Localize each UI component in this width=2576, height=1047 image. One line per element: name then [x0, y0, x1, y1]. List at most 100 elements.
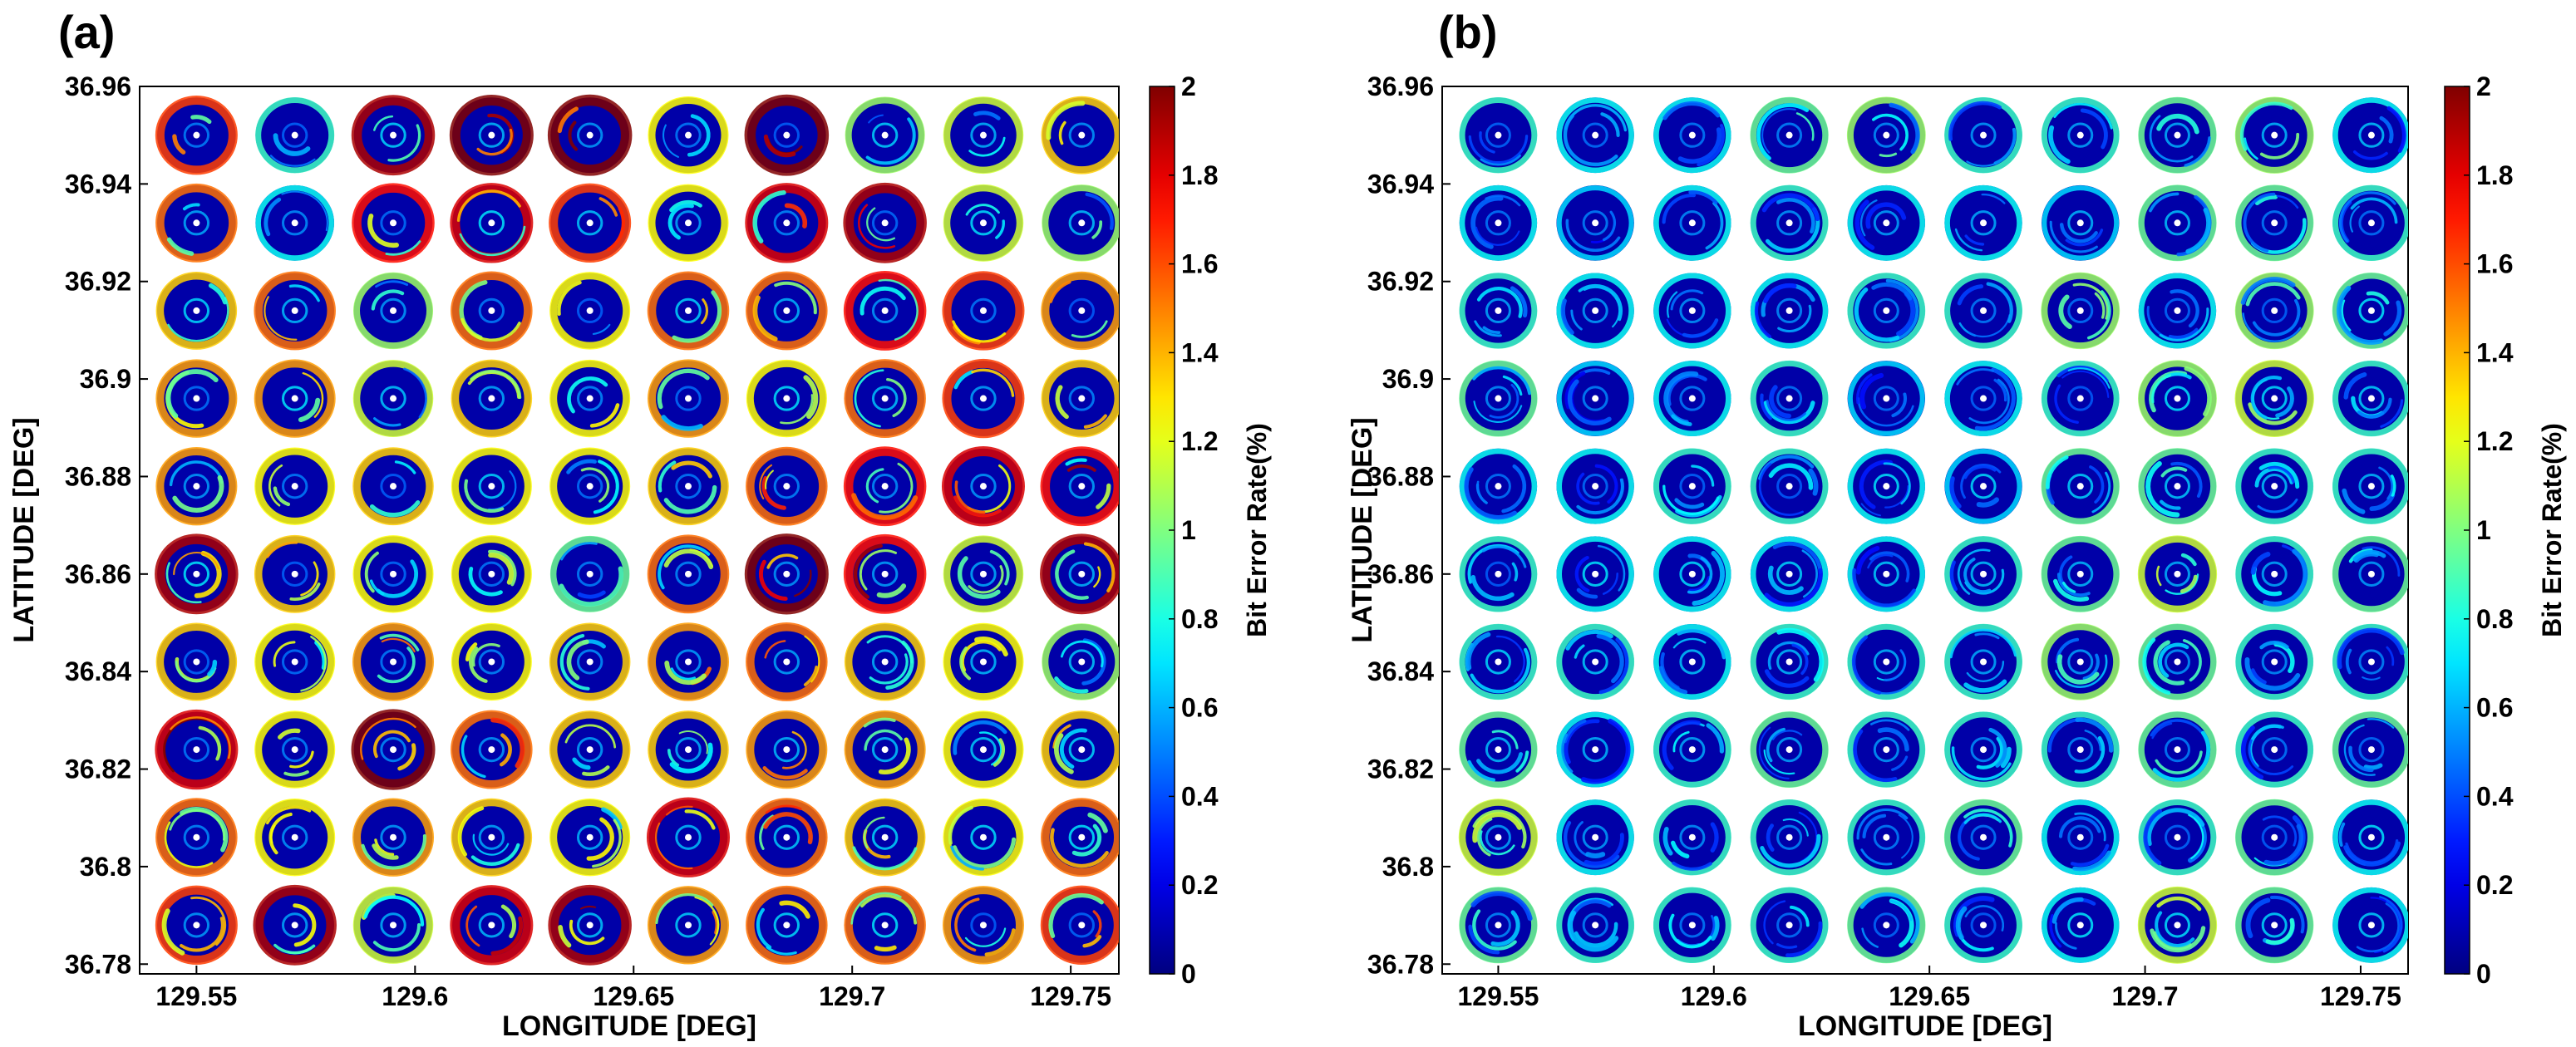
panel-b: 129.55 129.6 129.65 129.7 129.75 36.78 36.8 36.… [1347, 6, 2567, 1042]
transmitter-dot [783, 658, 791, 666]
ber-cell [254, 359, 336, 438]
ber-cell [1459, 711, 1538, 789]
ber-cell [549, 272, 631, 350]
ber-cell [1459, 273, 1538, 349]
colorbar-tick-label: 0.8 [1181, 604, 1218, 634]
ber-cell [1459, 623, 1538, 700]
ber-cell [2138, 96, 2217, 174]
ber-cell [1040, 885, 1119, 966]
transmitter-dot [1883, 483, 1890, 490]
transmitter-dot [586, 483, 594, 490]
transmitter-dot [881, 570, 889, 578]
transmitter-dot [586, 307, 594, 314]
ber-cell [1750, 184, 1829, 262]
ber-cell [2234, 272, 2314, 350]
transmitter-dot [488, 219, 495, 227]
colorbar-tick-label: 0.4 [1181, 781, 1219, 811]
transmitter-dot [1495, 483, 1502, 490]
transmitter-dot [1688, 570, 1696, 578]
ber-cell [254, 447, 336, 525]
transmitter-dot [783, 833, 791, 841]
transmitter-dot [488, 746, 495, 754]
ber-cell [746, 798, 828, 877]
transmitter-dot [1078, 922, 1086, 929]
ber-cell [2138, 448, 2217, 525]
transmitter-dot [783, 395, 791, 402]
transmitter-dot [1592, 746, 1599, 754]
ber-cell [2235, 887, 2314, 964]
cell-grid [1458, 96, 2408, 964]
transmitter-dot [1688, 483, 1696, 490]
ber-cell [352, 798, 435, 877]
transmitter-dot [390, 570, 397, 578]
ber-cell [1458, 799, 1539, 877]
ber-cell [1750, 273, 1829, 349]
transmitter-dot [193, 570, 200, 578]
ber-cell [2332, 711, 2408, 789]
ber-cell [1652, 887, 1731, 964]
transmitter-dot [2174, 307, 2181, 314]
transmitter-dot [881, 395, 889, 402]
colorbar-tick-label: 0.6 [1181, 693, 1218, 723]
transmitter-dot [1688, 922, 1696, 929]
transmitter-dot [1495, 570, 1502, 578]
transmitter-dot [684, 395, 692, 402]
x-tick-label: 129.7 [819, 981, 885, 1011]
ber-cell [2332, 448, 2408, 524]
ber-cell [2332, 887, 2408, 963]
ber-cell [1944, 361, 2022, 437]
ber-cell [1042, 184, 1119, 262]
ber-cell [1459, 536, 1538, 612]
transmitter-dot [586, 131, 594, 139]
transmitter-dot [881, 833, 889, 841]
colorbar-tick-label: 0.8 [2476, 604, 2513, 634]
ber-cell [1847, 887, 1926, 964]
colorbar-tick-label: 1 [2476, 515, 2491, 545]
transmitter-dot [2076, 833, 2084, 841]
transmitter-dot [2271, 570, 2278, 578]
ber-cell [1750, 799, 1829, 876]
ber-cell [744, 94, 830, 176]
transmitter-dot [2271, 483, 2278, 490]
transmitter-dot [1688, 219, 1696, 227]
ber-cell [648, 447, 729, 526]
ber-cell [1556, 184, 1634, 261]
transmitter-dot [1980, 833, 1987, 841]
transmitter-dot [1688, 131, 1696, 139]
ber-cell [549, 359, 631, 438]
ber-cell [2332, 623, 2408, 700]
ber-cell [943, 798, 1024, 877]
ber-cell [1750, 96, 1829, 174]
ber-cell [254, 798, 336, 877]
ber-cell [1556, 273, 1634, 349]
transmitter-dot [586, 570, 594, 578]
transmitter-dot [2076, 658, 2084, 666]
transmitter-dot [1883, 746, 1890, 754]
colorbar-tick-label: 1.4 [1181, 337, 1219, 367]
ber-cell [1459, 448, 1538, 524]
ber-cell [549, 710, 631, 789]
transmitter-dot [1495, 922, 1502, 929]
y-tick-label: 36.86 [1367, 559, 1434, 589]
y-tick-label: 36.8 [80, 852, 131, 882]
transmitter-dot [1078, 570, 1086, 578]
ber-cell [2235, 711, 2314, 788]
transmitter-dot [1883, 131, 1890, 139]
ber-cell [1653, 184, 1731, 261]
colorbar-tick-label: 1.2 [2476, 426, 2513, 456]
ber-cell [648, 184, 729, 263]
transmitter-dot [291, 307, 298, 314]
transmitter-dot [1592, 833, 1599, 841]
transmitter-dot [488, 131, 495, 139]
y-tick-label: 36.96 [1367, 71, 1434, 101]
y-tick-label: 36.86 [65, 559, 131, 589]
ber-cell [549, 447, 631, 525]
transmitter-dot [2271, 746, 2278, 754]
transmitter-dot [881, 746, 889, 754]
transmitter-dot [1688, 833, 1696, 841]
ber-cell [2041, 448, 2120, 525]
ber-cell [647, 271, 730, 351]
transmitter-dot [1883, 395, 1890, 402]
transmitter-dot [684, 219, 692, 227]
ber-cell [155, 885, 238, 966]
